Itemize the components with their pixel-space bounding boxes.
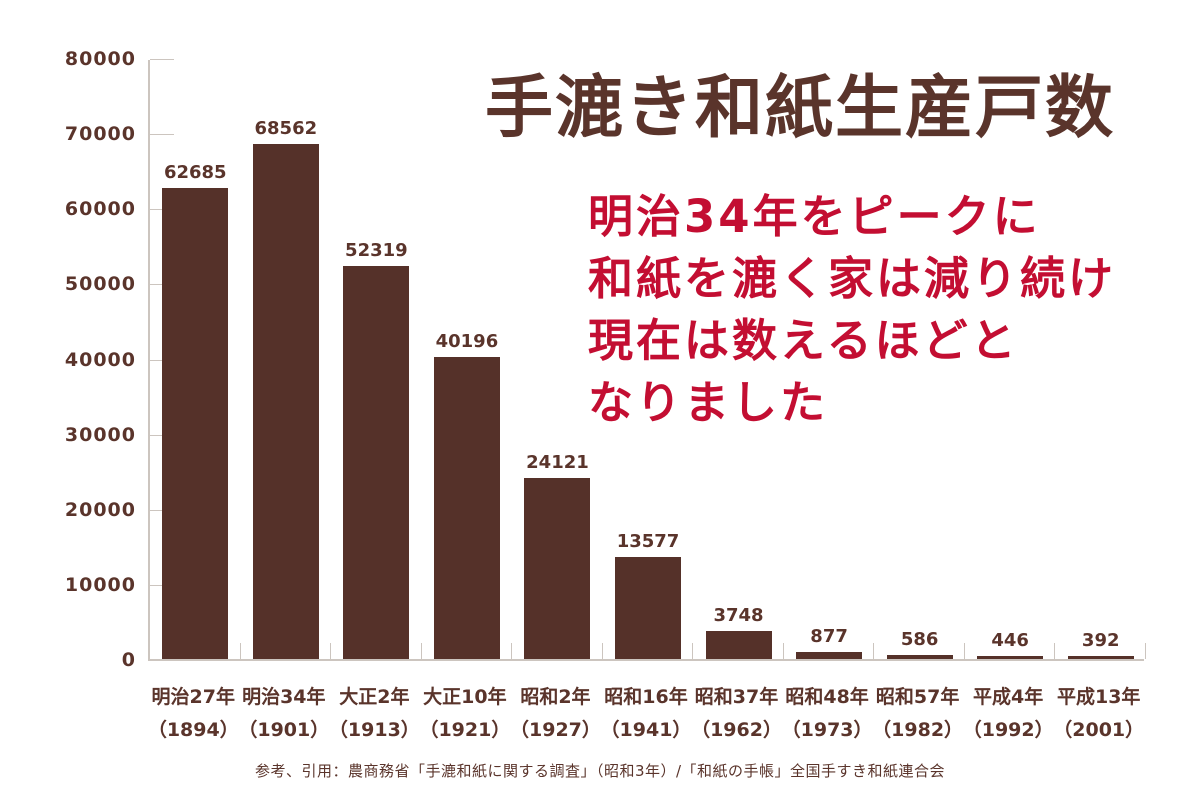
y-axis-tick xyxy=(150,509,174,511)
x-axis-tick xyxy=(601,643,603,659)
annotation-line: 現在は数えるほどと xyxy=(588,314,1019,367)
y-axis-tick xyxy=(150,584,174,586)
bar-value-label: 68562 xyxy=(254,117,318,139)
x-axis-year-label: （1992） xyxy=(962,719,1054,741)
y-axis-label: 50000 xyxy=(64,273,136,296)
bar xyxy=(886,654,953,659)
x-axis-year-label: （1962） xyxy=(691,719,782,741)
bar-value-label: 392 xyxy=(1081,630,1120,652)
x-axis-year-label: （1921） xyxy=(419,719,511,741)
y-axis-label: 70000 xyxy=(64,123,136,146)
x-axis-tick xyxy=(1054,643,1056,659)
bar-value-label: 877 xyxy=(810,626,848,648)
x-axis-label: 平成13年 xyxy=(1056,686,1141,708)
x-axis-year-label: （2001） xyxy=(1053,719,1145,741)
bar-value-label: 52319 xyxy=(345,239,408,261)
bar-value-label: 24121 xyxy=(526,451,589,473)
bar xyxy=(252,143,319,659)
x-axis-year-label: （1901） xyxy=(238,719,330,741)
y-axis-tick xyxy=(150,434,174,436)
y-axis-tick xyxy=(150,284,174,286)
x-axis-tick xyxy=(420,643,422,659)
y-axis-label: 20000 xyxy=(64,498,136,521)
x-axis-label: 昭和37年 xyxy=(694,686,779,708)
x-axis-label: 明治34年 xyxy=(242,686,326,708)
x-axis-tick xyxy=(873,643,875,659)
y-axis-label: 0 xyxy=(121,649,136,671)
y-axis-tick xyxy=(150,59,174,60)
x-axis-year-label: （1973） xyxy=(781,719,873,741)
bar-value-label: 586 xyxy=(900,628,939,650)
bar xyxy=(705,630,772,659)
plot-area: 62685 68562 52319 40196 24121 13577 3748 877 586… xyxy=(148,59,1146,661)
x-axis-label: 大正10年 xyxy=(423,686,507,708)
x-axis-label: 大正2年 xyxy=(339,686,410,708)
x-axis-tick xyxy=(1145,643,1146,659)
source-note: 参考、引用：農商務省「手漉和紙に関する調査」（昭和3年）/「和紙の手帳」全国手す… xyxy=(254,762,946,780)
x-axis-tick xyxy=(330,643,332,659)
x-axis-tick xyxy=(239,643,241,659)
x-axis-label: 明治27年 xyxy=(151,686,235,708)
bar xyxy=(162,188,229,659)
x-axis-label: 昭和57年 xyxy=(875,686,960,708)
x-axis-label: 昭和16年 xyxy=(604,686,688,708)
x-axis-year-label: （1894） xyxy=(147,719,239,741)
annotation-line: なりました xyxy=(588,376,829,429)
bar xyxy=(343,265,410,659)
y-axis-label: 80000 xyxy=(64,48,136,70)
y-axis-label: 60000 xyxy=(64,198,136,221)
bar-value-label: 13577 xyxy=(616,531,680,553)
x-axis-year-label: （1982） xyxy=(872,719,964,741)
bar xyxy=(615,557,681,659)
annotation-block: 明治34年をピークに 和紙を漉く家は減り続け 現在は数えるほどと なりました xyxy=(588,186,1116,434)
bar xyxy=(796,652,863,659)
y-axis-tick xyxy=(150,209,174,211)
bar xyxy=(524,477,591,659)
y-axis-tick xyxy=(150,134,174,136)
y-axis-label: 10000 xyxy=(64,573,136,596)
y-axis-label: 30000 xyxy=(64,423,136,446)
bar-value-label: 40196 xyxy=(435,331,499,353)
x-axis-label: 平成4年 xyxy=(973,686,1044,708)
bar xyxy=(1067,656,1134,659)
x-axis-year-label: （1913） xyxy=(328,719,420,741)
annotation-line: 明治34年をピークに xyxy=(588,190,1041,243)
x-axis-label: 昭和2年 xyxy=(520,686,591,708)
x-axis-tick xyxy=(782,643,784,659)
x-axis-label: 昭和48年 xyxy=(785,686,869,708)
x-axis-tick xyxy=(692,643,694,659)
bar xyxy=(977,655,1044,659)
x-axis-tick xyxy=(511,643,513,659)
annotation-line: 和紙を漉く家は減り続け xyxy=(588,252,1117,305)
bar-value-label: 446 xyxy=(991,629,1029,651)
chart-title: 手漉き和紙生産戸数 xyxy=(484,69,1115,148)
bar-value-label: 62685 xyxy=(163,162,227,184)
bar-value-label: 3748 xyxy=(713,604,764,626)
x-axis-year-label: （1927） xyxy=(510,719,601,741)
y-axis-tick xyxy=(150,660,174,661)
y-axis-label: 40000 xyxy=(64,348,136,371)
x-axis-tick xyxy=(963,643,965,659)
bar xyxy=(433,357,500,659)
y-axis-tick xyxy=(150,359,174,361)
x-axis-year-label: （1941） xyxy=(600,719,692,741)
